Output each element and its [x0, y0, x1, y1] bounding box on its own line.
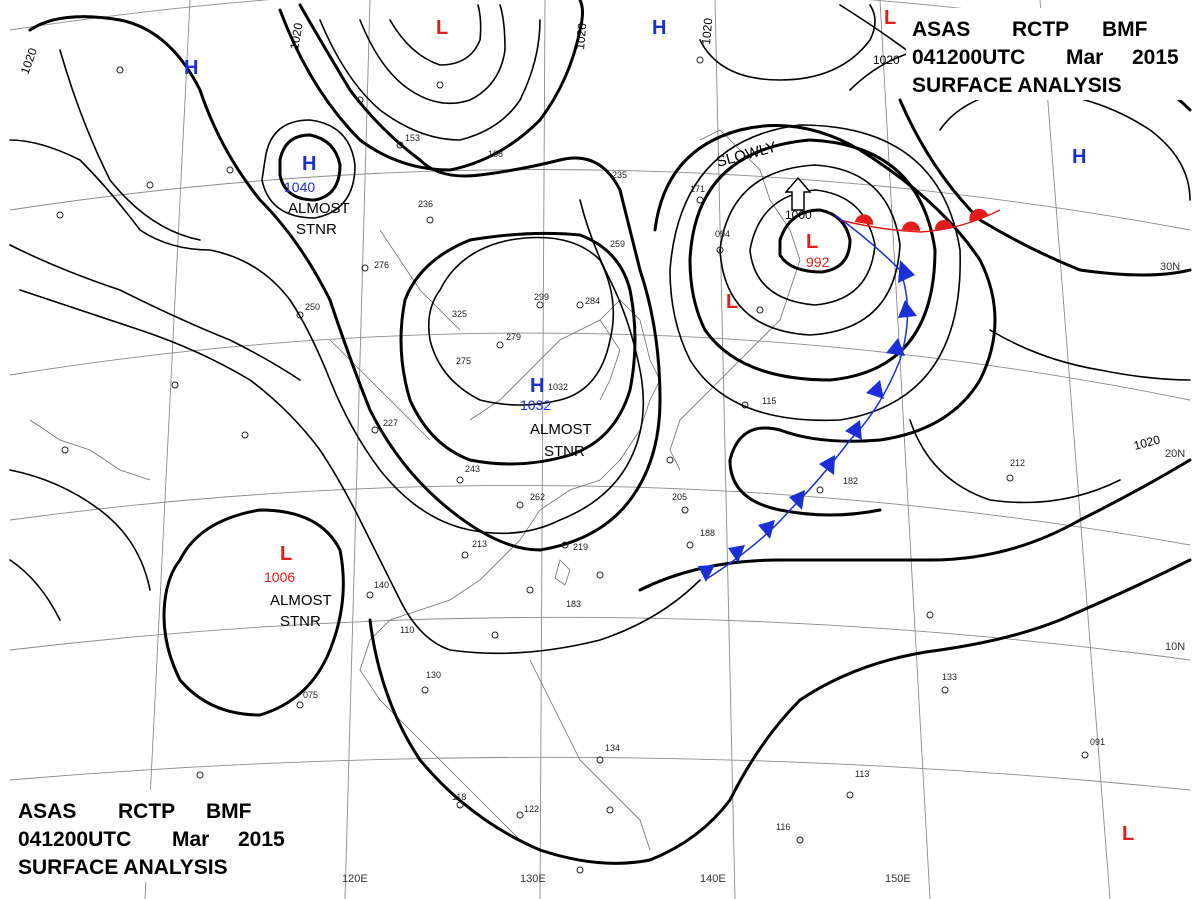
low-center: L	[1122, 823, 1134, 845]
header-code: BMF	[206, 800, 252, 823]
pressure-centers: H H 1040 H 1032 H H L L 992 L L 1006 L L	[184, 7, 1134, 845]
station-value: 118	[452, 792, 466, 802]
station-value: 299	[534, 292, 549, 302]
low-center: L	[806, 231, 818, 253]
almost-stnr-label: STNR	[544, 443, 585, 460]
header-month: Mar	[1066, 46, 1103, 69]
graticule	[9, 0, 1191, 899]
station-value: 227	[383, 418, 398, 428]
station-value: 1032	[548, 382, 568, 392]
high-center: H	[302, 153, 316, 175]
almost-stnr-label: ALMOST	[530, 421, 592, 438]
lat-label: 20N	[1165, 448, 1185, 460]
header-station: RCTP	[118, 800, 175, 823]
low-center: L	[726, 291, 738, 313]
header-top-right: ASAS RCTP BMF 041200UTC Mar 2015 SURFACE…	[906, 8, 1196, 100]
high-value: 1040	[284, 179, 315, 195]
station-value: 094	[715, 229, 730, 239]
station-value: 115	[762, 396, 776, 406]
station-value: 130	[426, 670, 441, 680]
station-value: 133	[942, 672, 957, 682]
header-month: Mar	[172, 828, 209, 851]
coastlines	[29, 129, 801, 851]
station-value: 122	[524, 804, 539, 814]
lat-label: 10N	[1165, 641, 1185, 653]
isobar-label: 1000	[785, 208, 812, 222]
station-value: 134	[605, 743, 620, 753]
warm-front	[839, 208, 1001, 233]
header-station: RCTP	[1012, 18, 1069, 41]
station-value: 250	[305, 302, 320, 312]
header-code: BMF	[1102, 18, 1148, 41]
low-center: L	[884, 7, 896, 29]
almost-stnr-label: ALMOST	[288, 200, 350, 217]
high-center: H	[530, 375, 544, 397]
low-center: L	[280, 543, 292, 565]
lon-label: 140E	[700, 873, 726, 885]
header-title: SURFACE ANALYSIS	[18, 856, 228, 879]
header-year: 2015	[238, 828, 285, 851]
station-value: 212	[1010, 458, 1025, 468]
station-value: 279	[506, 332, 521, 342]
almost-stnr-label: STNR	[280, 613, 321, 630]
header-bottom-left: ASAS RCTP BMF 041200UTC Mar 2015 SURFACE…	[12, 790, 302, 882]
isobar-label: 1020	[287, 21, 305, 50]
station-value: 205	[672, 492, 687, 502]
station-value: 188	[700, 528, 715, 538]
movement-arrow	[784, 176, 812, 211]
header-year: 2015	[1132, 46, 1179, 69]
isobar-label: 1020	[1132, 432, 1162, 453]
lat-label: 30N	[1160, 261, 1180, 273]
header-agency: ASAS	[18, 800, 76, 823]
station-value: 219	[573, 542, 588, 552]
station-value: 171	[690, 184, 705, 194]
high-value: 1032	[520, 397, 551, 413]
station-value: 284	[585, 296, 600, 306]
station-value: 113	[855, 769, 869, 779]
cold-front	[698, 214, 917, 582]
station-value: 276	[374, 260, 389, 270]
isobar-label: 1020	[573, 22, 589, 50]
station-value: 182	[843, 476, 858, 486]
station-markers	[56, 56, 1089, 874]
header-time: 041200UTC	[18, 828, 131, 851]
isobar-label: 1020	[873, 53, 900, 67]
station-value: 110	[400, 625, 414, 635]
low-value: 992	[806, 254, 830, 270]
lon-label: 130E	[520, 873, 546, 885]
station-value: 116	[776, 822, 790, 832]
almost-stnr-label: STNR	[296, 221, 337, 238]
high-center: H	[1072, 146, 1086, 168]
station-value: 183	[566, 599, 581, 609]
lon-label: 120E	[342, 873, 368, 885]
lon-label: 150E	[885, 873, 911, 885]
isobar-label: 1020	[699, 17, 715, 45]
low-value: 1006	[264, 569, 295, 585]
station-value: 188	[488, 149, 503, 159]
station-value: 325	[452, 309, 467, 319]
station-value: 262	[530, 492, 545, 502]
station-value: 243	[465, 464, 480, 474]
isobars	[9, 0, 1192, 865]
station-value: 140	[374, 580, 389, 590]
header-title: SURFACE ANALYSIS	[912, 74, 1122, 97]
station-value: 075	[303, 690, 318, 700]
station-value: 236	[418, 199, 433, 209]
station-value: 153	[405, 133, 420, 143]
station-values: 276 299 284 279 275 325 250 227 243 262 …	[303, 133, 1105, 832]
station-value: 213	[472, 539, 487, 549]
isobar-labels: 1020 1020 1020 1020 1020 1020 1000	[18, 17, 1162, 453]
station-value: 091	[1090, 737, 1105, 747]
high-center: H	[652, 17, 666, 39]
station-value: 275	[456, 356, 471, 366]
station-value: 235	[612, 170, 627, 180]
header-agency: ASAS	[912, 18, 970, 41]
header-time: 041200UTC	[912, 46, 1025, 69]
high-center: H	[184, 57, 198, 79]
station-value: 259	[610, 239, 625, 249]
almost-stnr-label: ALMOST	[270, 592, 332, 609]
low-center: L	[436, 17, 448, 39]
